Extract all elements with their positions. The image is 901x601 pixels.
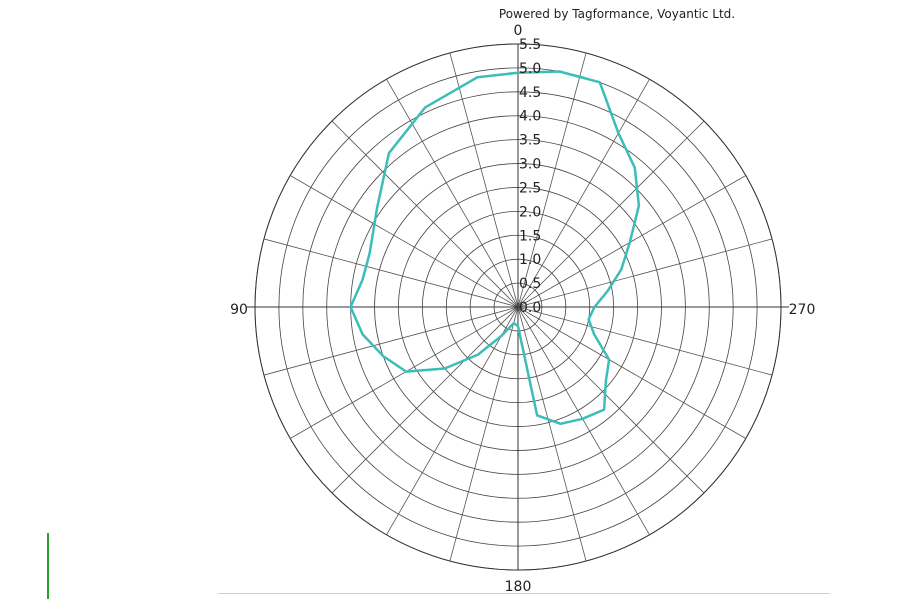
polar-spoke-15	[449, 52, 519, 308]
radial-tick-label-5: 2.5	[519, 180, 541, 196]
radial-tick-label-3: 1.5	[519, 228, 541, 244]
polar-spoke-150	[386, 306, 519, 535]
series-line-0	[349, 70, 641, 426]
polar-spoke-300	[517, 175, 746, 308]
polar-spoke-45	[331, 120, 519, 308]
angle-label-0: 0	[514, 23, 523, 39]
radial-tick-label-2: 1.0	[519, 252, 541, 268]
polar-spoke-225	[517, 306, 705, 494]
polar-spoke-255	[517, 306, 773, 376]
polar-spokes	[247, 44, 789, 570]
radial-tick-label-1: 0.5	[519, 276, 541, 292]
bottom-divider	[218, 593, 830, 594]
polar-spoke-120	[290, 306, 519, 439]
polar-spoke-315	[517, 120, 705, 308]
angle-label-180: 180	[505, 579, 532, 595]
polar-spoke-75	[263, 238, 519, 308]
polar-spoke-285	[517, 238, 773, 308]
polar-spoke-165	[449, 306, 519, 562]
angle-label-90: 90	[230, 302, 248, 318]
polar-spoke-135	[331, 306, 519, 494]
radial-tick-label-4: 2.0	[519, 204, 541, 220]
polar-spoke-30	[386, 79, 519, 308]
radial-tick-label-11: 5.5	[519, 37, 541, 53]
angle-label-270: 270	[789, 302, 816, 318]
radial-tick-labels: 0.0 0.5 1.0 1.5 2.0 2.5 3.0 3.5 4.0 4.5 5.0 5.5	[519, 37, 541, 316]
polar-spoke-345	[517, 52, 587, 308]
polar-spoke-60	[290, 175, 519, 308]
radial-tick-label-10: 5.0	[519, 61, 541, 77]
series-layer	[349, 70, 641, 426]
radial-tick-label-0: 0.0	[519, 300, 541, 316]
chart-credit: Powered by Tagformance, Voyantic Ltd.	[499, 7, 735, 21]
radial-tick-label-8: 4.0	[519, 109, 541, 125]
side-marker-bar	[47, 533, 49, 599]
radial-tick-label-9: 4.5	[519, 85, 541, 101]
polar-spoke-240	[517, 306, 746, 439]
polar-spoke-195	[517, 306, 587, 562]
radial-tick-label-6: 3.0	[519, 157, 541, 173]
radial-tick-label-7: 3.5	[519, 133, 541, 149]
polar-spoke-330	[517, 79, 650, 308]
polar-spoke-105	[263, 306, 519, 376]
polar-spoke-210	[517, 306, 650, 535]
